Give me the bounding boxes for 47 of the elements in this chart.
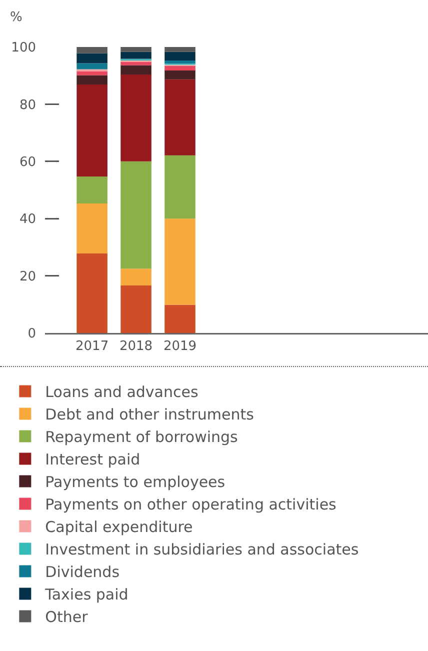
bar xyxy=(76,47,108,54)
legend-label: Debt and other instruments xyxy=(45,406,254,424)
x-tick-label: 2017 xyxy=(76,339,109,354)
bar xyxy=(76,71,108,76)
y-tick-label: 60 xyxy=(19,154,36,170)
y-axis-title: % xyxy=(10,10,22,25)
bar xyxy=(164,79,196,156)
x-tick-label: 2018 xyxy=(119,339,153,354)
bar xyxy=(164,47,196,52)
bar xyxy=(120,74,152,162)
bar xyxy=(120,65,152,74)
legend-label: Repayment of borrowings xyxy=(45,428,238,446)
legend-label: Other xyxy=(45,608,89,626)
legend-label: Taxies paid xyxy=(44,586,128,604)
bar xyxy=(164,304,196,333)
y-tick-label: 100 xyxy=(11,40,36,56)
y-tick-label: 0 xyxy=(28,326,36,342)
legend-label: Loans and advances xyxy=(45,383,198,402)
bar xyxy=(76,53,108,64)
bar xyxy=(164,70,196,80)
bar xyxy=(76,253,108,333)
bar xyxy=(76,203,108,254)
bar xyxy=(164,60,196,64)
x-tick-label: 2019 xyxy=(163,339,197,354)
bar xyxy=(120,62,152,66)
y-tick-label: 20 xyxy=(19,269,36,284)
bar xyxy=(76,75,108,84)
bar xyxy=(120,286,152,333)
bar xyxy=(164,52,196,60)
legend-label: Investment in subsidiaries and associates xyxy=(45,540,359,559)
bar xyxy=(120,52,152,59)
bar xyxy=(120,47,152,52)
bar xyxy=(76,63,108,70)
bar xyxy=(164,218,196,305)
y-tick-label: 80 xyxy=(19,98,36,113)
bar xyxy=(76,84,108,177)
bar xyxy=(76,176,108,204)
y-tick-label: 40 xyxy=(19,212,36,228)
legend-label: Payments on other operating activities xyxy=(45,496,337,514)
bar xyxy=(164,66,196,70)
legend-label: Capital expenditure xyxy=(45,518,193,536)
bar xyxy=(120,161,152,269)
legend-label: Payments to employees xyxy=(45,473,226,492)
bar xyxy=(120,268,152,286)
bar xyxy=(164,155,196,219)
legend-label: Dividends xyxy=(45,563,120,582)
legend-label: Interest paid xyxy=(45,450,140,469)
